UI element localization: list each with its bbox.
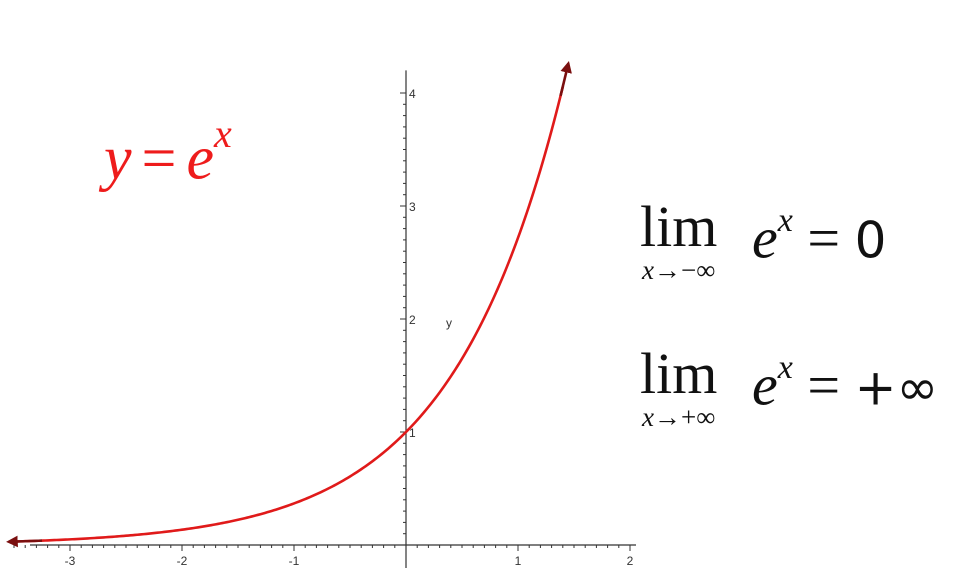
limit-sub-target: −∞: [680, 255, 716, 285]
limit-expression: ex = +∞: [752, 345, 938, 416]
y-tick-label: 1: [409, 426, 416, 440]
y-tick-label: 2: [409, 313, 416, 327]
y-tick-label: 4: [409, 87, 416, 101]
limit-exponent: x: [777, 349, 793, 386]
limit-subscript: x→+∞: [642, 403, 717, 431]
limit-e: e: [752, 352, 778, 418]
limit-pos-infinity: lim x→+∞ ex = +∞: [640, 341, 938, 432]
limit-equals: =: [792, 352, 855, 418]
limit-expression: ex = 0: [752, 198, 886, 269]
limit-result: +∞: [854, 358, 939, 417]
left-arrow: [6, 535, 43, 548]
x-tick-label: 2: [627, 554, 634, 568]
function-exponent: x: [214, 111, 232, 156]
y-axis-label: y: [446, 316, 452, 330]
limit-neg-infinity: lim x→−∞ ex = 0: [640, 194, 886, 285]
limit-sub-arrow: →: [653, 255, 681, 285]
function-equals: =: [141, 124, 177, 193]
x-tick-label: -1: [289, 554, 300, 568]
function-e: e: [186, 124, 215, 193]
right-arrow: [559, 60, 572, 97]
limit-sub-var: x: [642, 255, 654, 285]
y-tick-label: 3: [409, 200, 416, 214]
limit-exponent: x: [777, 202, 793, 239]
function-label: y = ex: [104, 111, 232, 195]
limit-sub-target: +∞: [680, 402, 716, 432]
x-tick-label: -3: [65, 554, 76, 568]
ticks: -3 -2 -1 1 2 1 2 3 4 y: [13, 87, 634, 568]
limit-e: e: [752, 205, 778, 271]
x-tick-label: 1: [515, 554, 522, 568]
limit-word: lim: [640, 194, 718, 259]
x-tick-label: -2: [177, 554, 188, 568]
limit-word: lim: [640, 341, 718, 406]
limit-equals: =: [792, 205, 855, 271]
function-y: y: [104, 124, 132, 193]
exp-curve: [12, 85, 565, 543]
limit-result: 0: [854, 211, 887, 270]
limit-subscript: x→−∞: [642, 256, 717, 284]
limit-sub-var: x: [642, 402, 654, 432]
curve-layer: [6, 60, 572, 548]
limit-sub-arrow: →: [653, 402, 681, 432]
